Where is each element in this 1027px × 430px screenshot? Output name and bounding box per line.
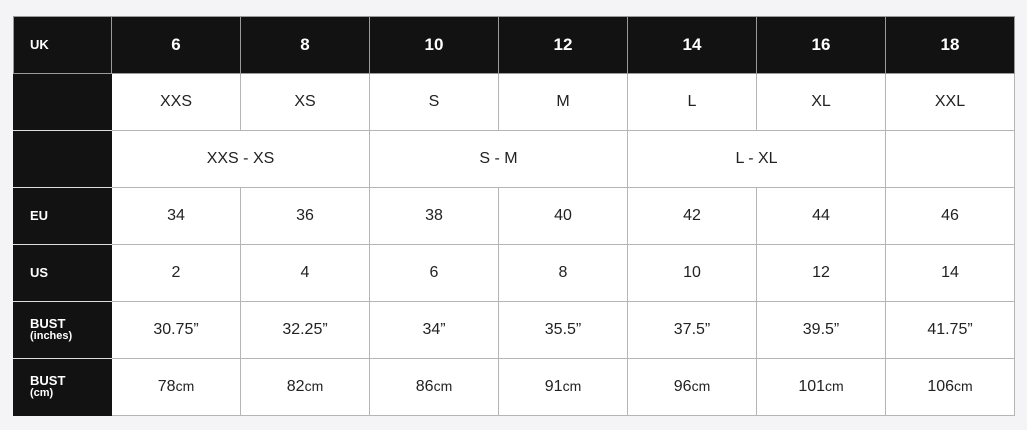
cell: 106cm bbox=[885, 358, 1015, 416]
cell: 12 bbox=[756, 244, 886, 302]
cell: 41.75” bbox=[885, 301, 1015, 359]
cell: M bbox=[498, 73, 628, 131]
cell: XXL bbox=[885, 73, 1015, 131]
cell: XXS - XS bbox=[111, 130, 370, 188]
cell: S - M bbox=[369, 130, 628, 188]
label-unit: (inches) bbox=[30, 330, 73, 342]
cell: 8 bbox=[240, 16, 370, 74]
cell: 38 bbox=[369, 187, 499, 245]
cell: 2 bbox=[111, 244, 241, 302]
cell: 40 bbox=[498, 187, 628, 245]
uk-row: UK 6 8 10 12 14 16 18 bbox=[13, 16, 1015, 74]
cell: 39.5” bbox=[756, 301, 886, 359]
row-label bbox=[13, 73, 112, 131]
cell: 36 bbox=[240, 187, 370, 245]
cell: 8 bbox=[498, 244, 628, 302]
cell: 16 bbox=[756, 16, 886, 74]
cell: 6 bbox=[369, 244, 499, 302]
cell: XXS bbox=[111, 73, 241, 131]
row-label: BUST (inches) bbox=[13, 301, 112, 359]
row-label: EU bbox=[13, 187, 112, 245]
cell: 91cm bbox=[498, 358, 628, 416]
cell: 32.25” bbox=[240, 301, 370, 359]
cell: 78cm bbox=[111, 358, 241, 416]
bust-cm-row: BUST (cm) 78cm 82cm 86cm 91cm 96cm 101cm … bbox=[13, 358, 1015, 416]
row-label bbox=[13, 130, 112, 188]
cell: 101cm bbox=[756, 358, 886, 416]
us-row: US 2 4 6 8 10 12 14 bbox=[13, 244, 1015, 302]
cell: 34” bbox=[369, 301, 499, 359]
cell: L bbox=[627, 73, 757, 131]
alpha-size-row: XXS XS S M L XL XXL bbox=[13, 73, 1015, 131]
cell: 44 bbox=[756, 187, 886, 245]
row-label: BUST (cm) bbox=[13, 358, 112, 416]
cell: 42 bbox=[627, 187, 757, 245]
bust-inches-row: BUST (inches) 30.75” 32.25” 34” 35.5” 37.… bbox=[13, 301, 1015, 359]
cell: 35.5” bbox=[498, 301, 628, 359]
cell: 46 bbox=[885, 187, 1015, 245]
cell bbox=[885, 130, 1015, 188]
label-main: BUST bbox=[30, 373, 66, 388]
label-unit: (cm) bbox=[30, 387, 54, 399]
cell: 82cm bbox=[240, 358, 370, 416]
cell: 18 bbox=[885, 16, 1015, 74]
cell: 96cm bbox=[627, 358, 757, 416]
size-chart-table: UK 6 8 10 12 14 16 18 XXS XS S M L XL XX… bbox=[13, 16, 1015, 416]
cell: 30.75” bbox=[111, 301, 241, 359]
cell: 37.5” bbox=[627, 301, 757, 359]
row-label: US bbox=[13, 244, 112, 302]
eu-row: EU 34 36 38 40 42 44 46 bbox=[13, 187, 1015, 245]
cell: 14 bbox=[885, 244, 1015, 302]
cell: 10 bbox=[627, 244, 757, 302]
cell: 6 bbox=[111, 16, 241, 74]
range-size-row: XXS - XS S - M L - XL bbox=[13, 130, 1015, 188]
cell: S bbox=[369, 73, 499, 131]
label-main: BUST bbox=[30, 316, 66, 331]
row-label: UK bbox=[13, 16, 112, 74]
cell: 10 bbox=[369, 16, 499, 74]
cell: 86cm bbox=[369, 358, 499, 416]
cell: 12 bbox=[498, 16, 628, 74]
cell: XS bbox=[240, 73, 370, 131]
cell: 4 bbox=[240, 244, 370, 302]
cell: 14 bbox=[627, 16, 757, 74]
cell: XL bbox=[756, 73, 886, 131]
cell: L - XL bbox=[627, 130, 886, 188]
cell: 34 bbox=[111, 187, 241, 245]
